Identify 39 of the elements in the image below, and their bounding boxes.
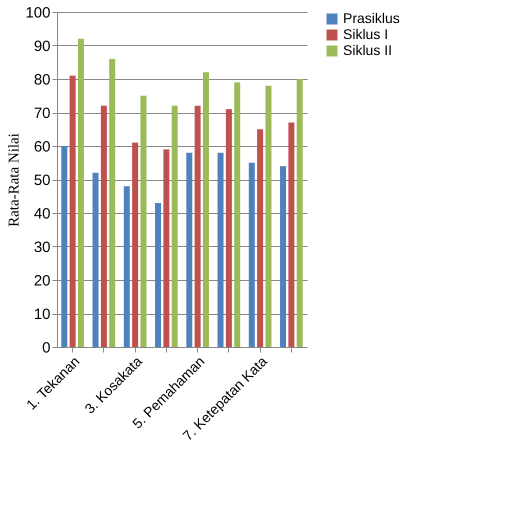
bar <box>296 79 303 347</box>
bar <box>92 172 99 347</box>
y-tick-label: 0 <box>42 340 50 356</box>
y-tick-label: 100 <box>25 4 50 22</box>
bar <box>70 76 76 347</box>
legend-label: Siklus I <box>343 26 388 42</box>
y-tick-label: 20 <box>34 272 50 290</box>
bar <box>248 162 255 347</box>
bar <box>124 186 130 347</box>
bar <box>155 202 162 347</box>
bar <box>257 129 264 347</box>
y-tick-label: 50 <box>34 172 50 189</box>
y-axis-title: Rata-Rata Nilai <box>6 133 22 227</box>
bar <box>61 146 68 347</box>
y-tick-label: 40 <box>34 206 50 222</box>
bar <box>265 86 272 347</box>
y-tick-label: 90 <box>34 38 50 55</box>
bar <box>194 106 201 347</box>
legend-label: Siklus II <box>343 42 392 58</box>
y-tick-label: 10 <box>34 306 50 323</box>
bar <box>100 106 107 347</box>
bar <box>172 106 178 347</box>
bar <box>140 96 146 347</box>
y-tick-label: 80 <box>34 72 50 88</box>
bar <box>186 152 192 347</box>
bar <box>218 152 224 347</box>
y-tick-label: 30 <box>34 239 50 256</box>
bar <box>109 58 116 347</box>
bar <box>132 142 138 347</box>
y-tick-label: 60 <box>34 138 50 156</box>
bar <box>78 38 84 347</box>
legend-label: Prasiklus <box>343 10 400 26</box>
bar <box>288 122 294 347</box>
bar <box>280 166 286 347</box>
bar <box>202 72 209 347</box>
bar <box>226 109 232 347</box>
bar <box>163 149 170 347</box>
bar <box>234 82 240 347</box>
y-tick-label: 70 <box>34 105 50 122</box>
